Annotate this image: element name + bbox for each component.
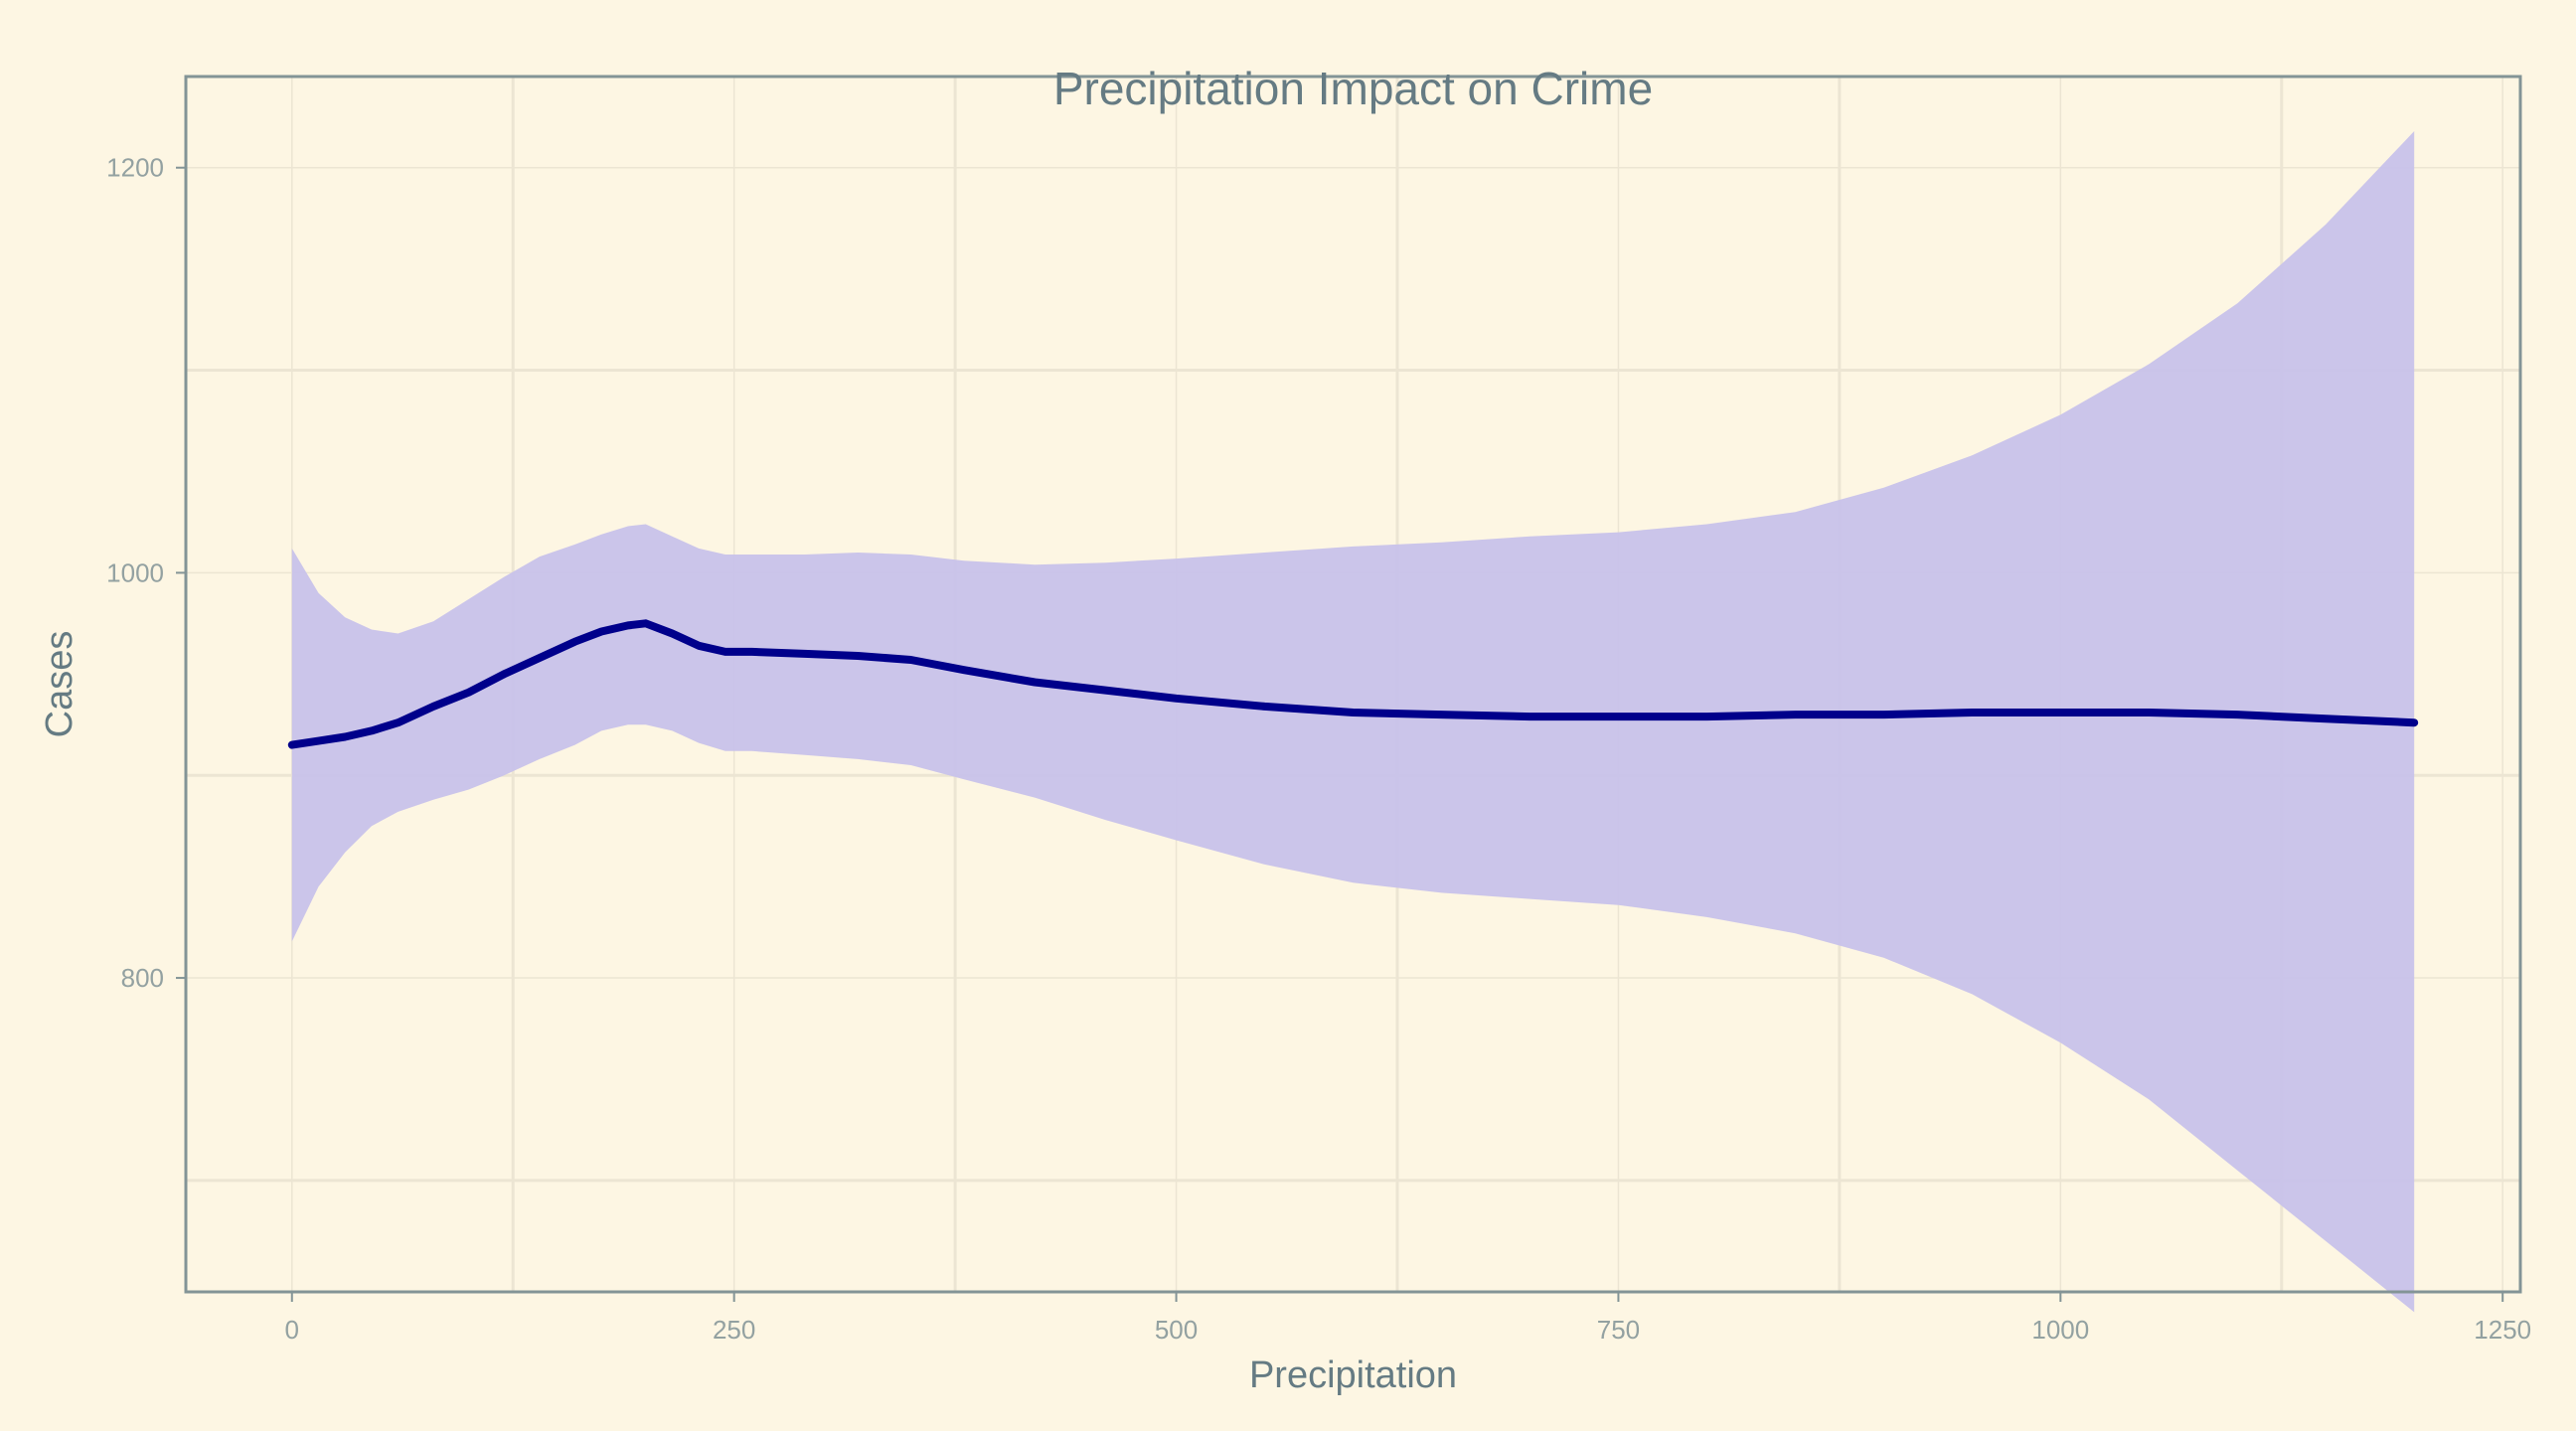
- x-tick-label: 1000: [2031, 1315, 2089, 1345]
- x-axis: 0 250 500 750 1000 1250: [285, 1292, 2531, 1345]
- x-tick-label: 500: [1155, 1315, 1198, 1345]
- trend-line: [287, 619, 2419, 749]
- y-axis: 800 1000 1200: [106, 153, 186, 993]
- confidence-band: [291, 131, 2415, 1313]
- y-tick-label: 800: [121, 963, 164, 993]
- x-tick-label: 250: [713, 1315, 755, 1345]
- x-axis-title: Precipitation: [1249, 1354, 1457, 1396]
- chart-title: Precipitation Impact on Crime: [1053, 63, 1653, 114]
- x-tick-label: 0: [285, 1315, 299, 1345]
- y-tick-label: 1200: [106, 153, 164, 183]
- x-tick-label: 1250: [2474, 1315, 2531, 1345]
- y-tick-label: 1000: [106, 557, 164, 587]
- plot-frame: [184, 75, 2522, 1294]
- confidence-band-layer: [291, 131, 2415, 1313]
- trend-line-layer: [287, 619, 2419, 749]
- y-axis-title: Cases: [39, 631, 80, 738]
- x-tick-label: 750: [1597, 1315, 1640, 1345]
